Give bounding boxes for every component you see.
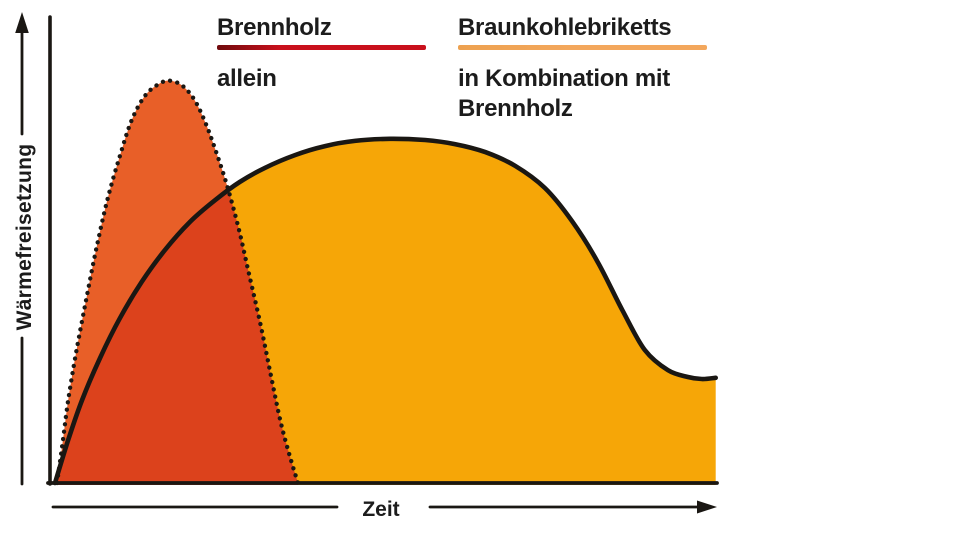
legend-brennholz-subtitle: allein xyxy=(217,65,277,92)
legend-braunkohle: Braunkohlebriketts in Kombination mit Br… xyxy=(458,15,718,124)
brennholz-curve-dotted-line xyxy=(54,78,301,486)
legend-brennholz-title: Brennholz xyxy=(217,14,332,41)
braunkohle-curve-line xyxy=(52,136,718,486)
x-arrowhead-icon xyxy=(697,500,717,514)
y-arrowhead-icon xyxy=(15,12,29,33)
braunkohle-underline xyxy=(458,45,707,50)
legend-braunkohle-title: Braunkohlebriketts xyxy=(458,14,672,41)
x-axis-label: Zeit xyxy=(362,498,400,521)
brennholz-underline xyxy=(217,45,426,50)
y-axis-label: Wärmefreisetzung xyxy=(13,143,36,331)
legend-braunkohle-subtitle: in Kombination mit Brennholz xyxy=(458,65,670,122)
legend-brennholz: Brennholz allein xyxy=(217,15,432,94)
